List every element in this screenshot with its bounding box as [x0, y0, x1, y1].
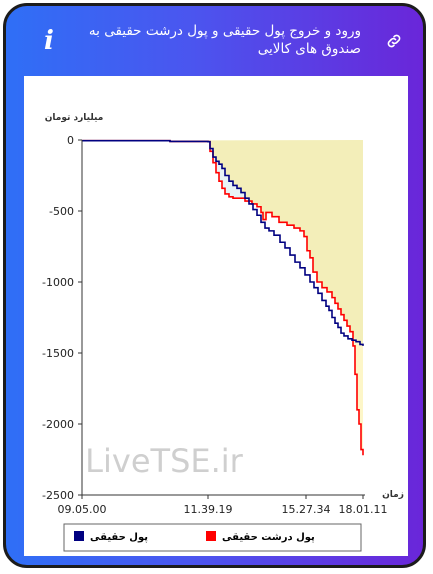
chart-panel: LiveTSE.ir 0 -500 -1000 -1500 -2000 -2500 09.0… — [24, 76, 408, 556]
chart-title: ورود و خروج پول حقیقی و پول درشت حقیقی ب… — [88, 23, 361, 57]
chart: LiveTSE.ir 0 -500 -1000 -1500 -2000 -250009.0… — [42, 113, 404, 552]
x-tick-label: 11.39.19 — [184, 503, 233, 516]
y-tick-label: -1500 — [42, 347, 74, 360]
info-icon[interactable]: i — [44, 26, 54, 56]
x-axis-label: زمان — [382, 490, 404, 500]
x-tick-label: 15.27.34 — [282, 503, 331, 516]
legend-swatch-real — [74, 531, 84, 541]
series-line-big — [82, 139, 364, 456]
y-axis-label: میلیارد تومان — [45, 113, 104, 123]
area-between — [82, 140, 363, 456]
legend-label-real: پول حقیقی — [90, 532, 148, 543]
series-line-real — [82, 139, 364, 346]
y-tick-label: -500 — [49, 205, 74, 218]
x-tick-label: 18.01.11 — [339, 503, 388, 516]
chart-fills — [82, 140, 363, 495]
y-tick-label: -2000 — [42, 418, 74, 431]
legend: پول حقیقی پول درشت حقیقی — [63, 523, 362, 552]
header: i ورود و خروج پول حقیقی و پول درشت حقیقی… — [6, 6, 423, 76]
series-lines — [82, 139, 364, 456]
area-white — [82, 140, 363, 495]
legend-swatch-big — [206, 531, 216, 541]
legend-label-big: پول درشت حقیقی — [222, 532, 315, 543]
link-icon[interactable] — [385, 32, 403, 50]
y-tick-label: -1000 — [42, 276, 74, 289]
y-tick-label: 0 — [67, 134, 74, 147]
watermark: LiveTSE.ir — [85, 442, 243, 480]
y-tick-label: -2500 — [42, 489, 74, 502]
x-tick-label: 09.05.00 — [58, 503, 107, 516]
card: i ورود و خروج پول حقیقی و پول درشت حقیقی… — [3, 3, 426, 568]
